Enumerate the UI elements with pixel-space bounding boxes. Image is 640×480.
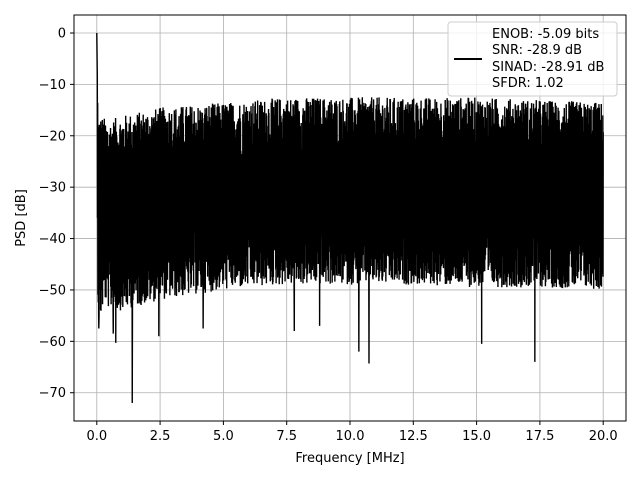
y-tick-label: −10 (39, 78, 66, 93)
y-tick-label: −40 (39, 232, 66, 247)
x-axis-title: Frequency [MHz] (295, 451, 404, 466)
y-tick-label: −30 (39, 181, 66, 196)
x-tick-label: 2.5 (150, 429, 171, 444)
legend-entry-enob: ENOB: -5.09 bits (492, 27, 599, 42)
y-tick-label: −70 (39, 386, 66, 401)
x-axis-ticks: 0.0 2.5 5.0 7.5 10.0 12.5 15.0 17.5 20.0 (86, 421, 618, 444)
legend: ENOB: -5.09 bits SNR: -28.9 dB SINAD: -2… (447, 21, 618, 97)
y-tick-label: −60 (39, 335, 66, 350)
x-tick-label: 7.5 (276, 429, 297, 444)
x-tick-label: 12.5 (399, 429, 428, 444)
x-tick-label: 15.0 (462, 429, 491, 444)
x-tick-label: 20.0 (589, 429, 618, 444)
x-tick-label: 10.0 (336, 429, 365, 444)
psd-series-line (96, 32, 604, 404)
y-tick-label: −50 (39, 283, 66, 298)
legend-box (447, 21, 618, 97)
y-tick-label: −20 (39, 129, 66, 144)
x-tick-label: 5.0 (213, 429, 234, 444)
psd-series (96, 32, 604, 404)
y-axis-ticks: 0 −10 −20 −30 −40 −50 −60 −70 (39, 26, 74, 401)
legend-entry-snr: SNR: -28.9 dB (492, 43, 582, 58)
legend-entry-sfdr: SFDR: 1.02 (492, 76, 564, 91)
y-tick-label: 0 (58, 26, 66, 41)
legend-entry-sinad: SINAD: -28.91 dB (492, 60, 604, 75)
x-tick-label: 0.0 (86, 429, 107, 444)
x-tick-label: 17.5 (525, 429, 554, 444)
y-axis-title: PSD [dB] (14, 189, 29, 247)
